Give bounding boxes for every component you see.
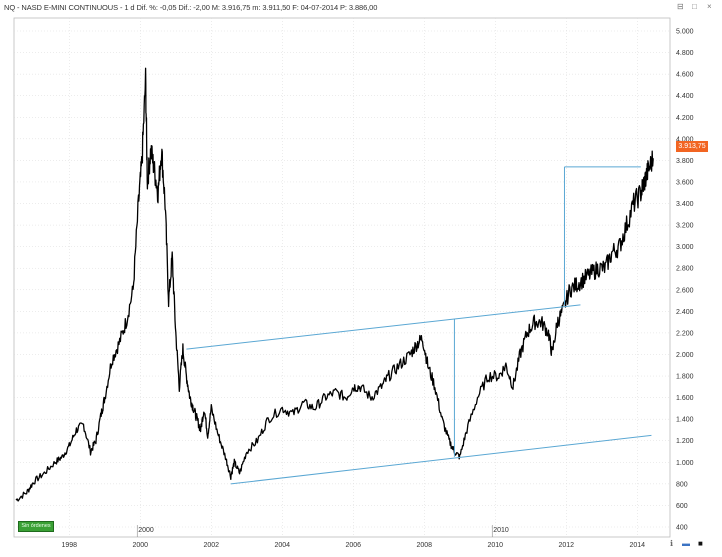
y-tick-label: 800 [676, 481, 688, 488]
y-tick-label: 1.400 [676, 417, 694, 424]
y-tick-label: 2.000 [676, 352, 694, 359]
x-tick-label: 2010 [487, 542, 503, 549]
minimize-button[interactable]: ⊟ [677, 2, 684, 11]
x-tick-label: 2014 [629, 542, 645, 549]
y-tick-label: 4.000 [676, 136, 694, 143]
y-tick-label: 1.000 [676, 460, 694, 467]
y-tick-label: 2.400 [676, 309, 694, 316]
last-price-flag: 3.913,75 [676, 141, 708, 152]
y-tick-label: 3.800 [676, 158, 694, 165]
y-tick-label: 5.000 [676, 29, 694, 36]
y-tick-label: 1.600 [676, 395, 694, 402]
y-tick-label: 4.600 [676, 72, 694, 79]
x-tick-label: 2004 [274, 542, 290, 549]
info-icon[interactable]: ℹ [670, 539, 674, 548]
x-tick-label: 2008 [416, 542, 432, 549]
plot-frame [13, 17, 671, 538]
era-marker-label: 2000 [138, 527, 154, 534]
y-tick-label: 4.800 [676, 50, 694, 57]
price-series-line [15, 67, 654, 502]
close-button[interactable]: × [707, 2, 712, 11]
x-tick-label: 1998 [61, 542, 77, 549]
x-tick-label: 2012 [558, 542, 574, 549]
y-tick-label: 400 [676, 525, 688, 532]
window-title: NQ - NASD E-MINI CONTINUOUS - 1 d Dif. %… [4, 3, 378, 12]
y-tick-label: 3.200 [676, 223, 694, 230]
x-tick-label: 2002 [203, 542, 219, 549]
y-tick-label: 4.400 [676, 93, 694, 100]
x-tick-label: 2000 [132, 542, 148, 549]
y-tick-label: 1.800 [676, 374, 694, 381]
y-tick-label: 3.600 [676, 179, 694, 186]
x-tick-label: 2006 [345, 542, 361, 549]
y-tick-label: 600 [676, 503, 688, 510]
save-disk-icon[interactable]: ▬ [682, 539, 690, 548]
y-tick-label: 2.600 [676, 287, 694, 294]
trend-line [230, 434, 652, 485]
status-badge[interactable]: Sin órdenes [18, 521, 54, 532]
trend-line [186, 304, 581, 350]
y-tick-label: 1.200 [676, 438, 694, 445]
maximize-button[interactable]: □ [692, 2, 697, 11]
y-tick-label: 2.800 [676, 266, 694, 273]
y-tick-label: 2.200 [676, 330, 694, 337]
title-bar: NQ - NASD E-MINI CONTINUOUS - 1 d Dif. %… [0, 0, 722, 17]
y-tick-label: 4.200 [676, 115, 694, 122]
y-tick-label: 3.400 [676, 201, 694, 208]
black-square-icon[interactable]: ■ [698, 539, 703, 548]
era-marker-label: 2010 [493, 527, 509, 534]
y-tick-label: 3.000 [676, 244, 694, 251]
